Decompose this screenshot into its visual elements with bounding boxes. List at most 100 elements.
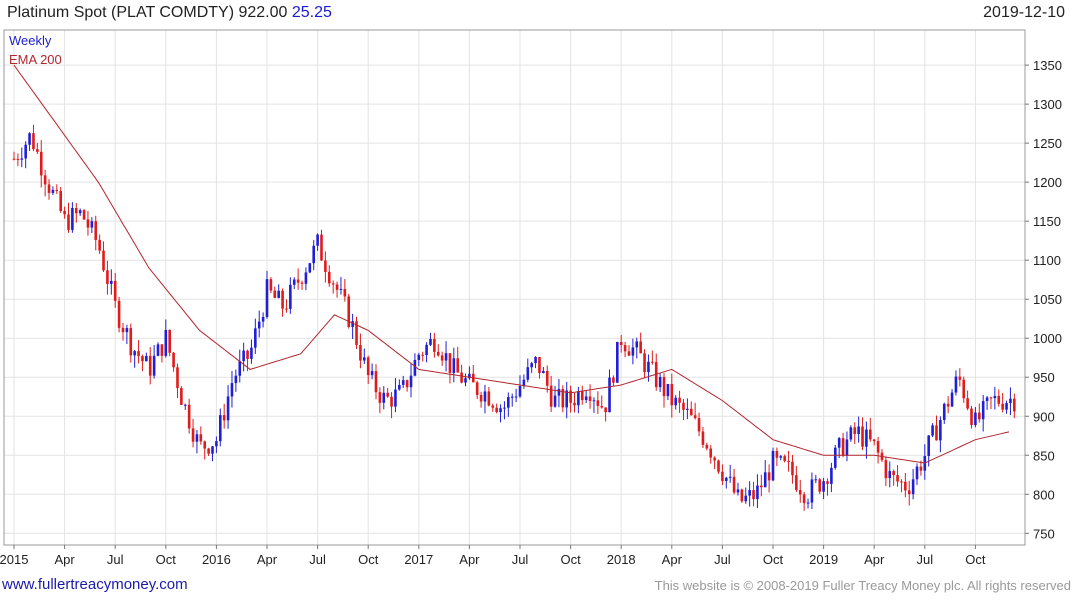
candle-body <box>405 380 409 388</box>
candle-body <box>798 489 802 495</box>
candle-body <box>518 386 522 397</box>
candle-body <box>475 382 479 395</box>
candle-body <box>569 390 572 403</box>
candle-body <box>962 379 966 399</box>
candle-body <box>180 388 183 405</box>
site-link[interactable]: www.fullertreacymoney.com <box>2 576 188 593</box>
candle-body <box>78 210 82 214</box>
candle-body <box>312 245 316 264</box>
candle-body <box>647 361 650 373</box>
candle-body <box>830 467 833 484</box>
candle-body <box>218 415 222 442</box>
candle-body <box>292 279 296 285</box>
candle-body <box>565 390 569 408</box>
candle-body <box>970 408 973 426</box>
candle-body <box>795 475 798 490</box>
candle-body <box>164 329 168 356</box>
candle-body <box>966 398 969 409</box>
legend-ema: EMA 200 <box>9 52 62 67</box>
candle-body <box>47 184 51 193</box>
candle-body <box>125 328 129 333</box>
candle-body <box>359 345 362 361</box>
x-tick-label: Oct <box>560 552 581 567</box>
candle-body <box>545 371 549 386</box>
candle-body <box>460 372 463 383</box>
chart-title-text: Platinum Spot (PLAT COMDTY) 922.00 <box>7 4 288 21</box>
candle-body <box>238 361 242 376</box>
x-tick-label: Oct <box>763 552 784 567</box>
candle-body <box>907 490 911 495</box>
candle-body <box>172 352 175 368</box>
candle-body <box>94 221 98 240</box>
candle-body <box>67 214 70 230</box>
candle-body <box>514 396 518 398</box>
candle-body <box>542 371 545 374</box>
candle-body <box>246 350 249 359</box>
candle-body <box>900 481 903 483</box>
candle-body <box>954 376 958 393</box>
candle-body <box>892 471 895 476</box>
candle-body <box>152 355 156 376</box>
candle-body <box>444 353 448 361</box>
candle-body <box>678 397 681 403</box>
candle-body <box>222 415 226 421</box>
y-tick-label: 1250 <box>1033 136 1062 151</box>
candle-body <box>308 263 312 273</box>
chart-title: Platinum Spot (PLAT COMDTY) 922.00 25.25 <box>7 4 332 22</box>
candle-body <box>826 481 829 484</box>
candle-body <box>946 403 950 407</box>
candle-body <box>623 345 627 352</box>
candle-body <box>129 328 133 356</box>
chart-date: 2019-12-10 <box>983 4 1065 21</box>
candle-body <box>289 284 292 309</box>
candle-body <box>110 280 113 284</box>
candle-body <box>689 408 693 416</box>
y-tick-label: 1100 <box>1033 253 1061 268</box>
candle-body <box>573 402 576 406</box>
y-tick-label: 850 <box>1033 448 1055 463</box>
candle-body <box>919 466 923 471</box>
candle-body <box>721 471 724 481</box>
candle-body <box>378 392 382 403</box>
candle-body <box>507 396 510 408</box>
candle-body <box>939 419 942 441</box>
candle-body <box>522 379 526 387</box>
y-tick-label: 1350 <box>1033 58 1062 73</box>
candle-body <box>705 444 709 449</box>
candle-body <box>452 358 456 373</box>
candle-body <box>833 447 837 468</box>
candle-body <box>693 415 697 419</box>
candle-body <box>133 351 136 356</box>
candle-body <box>709 448 713 458</box>
candle-body <box>577 391 580 406</box>
candle-body <box>771 450 775 481</box>
plot-frame <box>3 29 1026 546</box>
y-tick-label: 800 <box>1033 487 1055 502</box>
candle-body <box>752 490 755 500</box>
candle-body <box>985 397 989 402</box>
x-tick-label: Apr <box>662 552 683 567</box>
candle-body <box>351 321 354 327</box>
candle-body <box>487 391 491 406</box>
candle-body <box>1013 398 1016 412</box>
candle-body <box>635 341 639 348</box>
candle-body <box>538 357 541 374</box>
candle-body <box>335 284 339 290</box>
candle-body <box>666 384 670 397</box>
candle-body <box>277 290 280 298</box>
candle-body <box>479 394 483 402</box>
candle-body <box>339 288 343 290</box>
candle-body <box>347 296 351 327</box>
candle-body <box>896 475 899 482</box>
candle-body <box>12 158 16 160</box>
candle-body <box>616 341 619 383</box>
candle-body <box>187 404 191 429</box>
y-tick-label: 900 <box>1033 409 1055 424</box>
candle-body <box>931 425 934 436</box>
candle-body <box>530 363 533 368</box>
candle-body <box>382 392 386 403</box>
candle-body <box>853 427 857 435</box>
candle-body <box>106 270 109 284</box>
x-tick-label: Apr <box>54 552 75 567</box>
candle-body <box>989 397 993 399</box>
